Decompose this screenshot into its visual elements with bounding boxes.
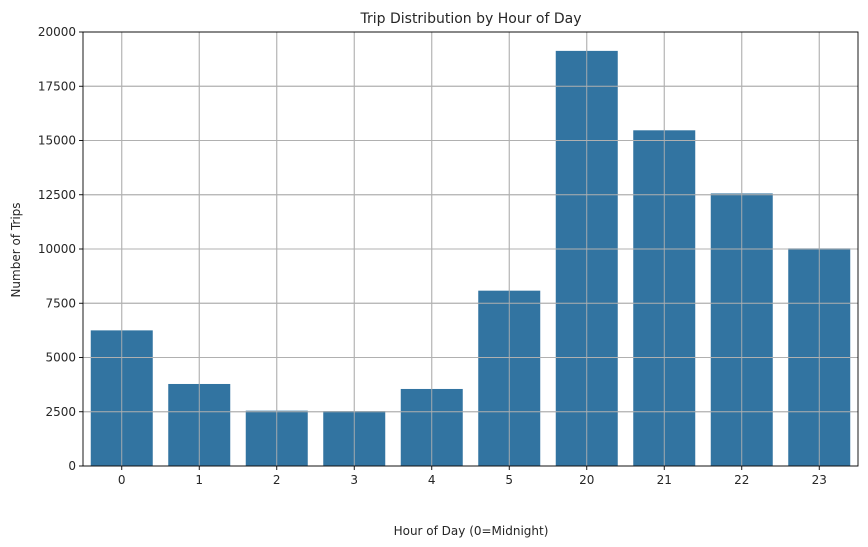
- x-axis-label: Hour of Day (0=Midnight): [394, 524, 549, 538]
- x-tick-label: 23: [812, 473, 827, 487]
- x-axis-ticks: 0 1 2 3 4 5 20 21 22 23: [118, 466, 827, 487]
- x-tick-label: 21: [657, 473, 672, 487]
- y-tick-label: 0: [68, 459, 76, 473]
- y-axis-label: Number of Trips: [9, 202, 23, 297]
- x-tick-label: 2: [273, 473, 281, 487]
- plot-area: 0 2500 5000 7500 10000 12500 15000 17500 20000 0…: [38, 25, 859, 487]
- y-tick-label: 15000: [38, 134, 76, 148]
- y-axis-ticks: 0 2500 5000 7500 10000 12500 15000 17500 20000: [38, 25, 83, 473]
- x-tick-label: 0: [118, 473, 126, 487]
- x-tick-label: 3: [350, 473, 358, 487]
- y-tick-label: 17500: [38, 79, 76, 93]
- x-tick-label: 5: [505, 473, 513, 487]
- x-tick-label: 4: [428, 473, 436, 487]
- x-tick-label: 1: [195, 473, 203, 487]
- x-tick-label: 20: [579, 473, 594, 487]
- y-tick-label: 5000: [45, 351, 76, 365]
- x-tick-label: 22: [734, 473, 749, 487]
- y-tick-label: 12500: [38, 188, 76, 202]
- chart-title: Trip Distribution by Hour of Day: [360, 11, 582, 27]
- y-tick-label: 10000: [38, 242, 76, 256]
- y-tick-label: 20000: [38, 25, 76, 39]
- bars: [83, 31, 858, 467]
- y-tick-label: 7500: [45, 296, 76, 310]
- y-tick-label: 2500: [45, 405, 76, 419]
